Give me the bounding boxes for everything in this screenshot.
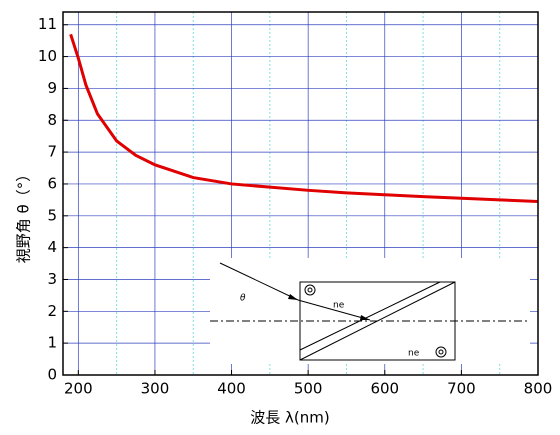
y-tick-label: 9	[47, 79, 57, 97]
inset-background	[210, 258, 530, 364]
x-tick-label: 600	[370, 380, 399, 398]
inset-label: ne	[333, 301, 345, 311]
interface	[299, 281, 456, 361]
x-tick-label: 400	[217, 380, 246, 398]
y-tick-label: 4	[47, 238, 57, 256]
polarization-icon	[435, 346, 447, 358]
refracted-ray	[297, 299, 371, 321]
crystal-box	[299, 281, 456, 361]
y-tick-label: 2	[47, 302, 57, 320]
plot-frame	[62, 11, 539, 376]
y-tick-label: 6	[47, 174, 57, 192]
x-tick-label: 700	[447, 380, 476, 398]
polarization-icon	[307, 287, 313, 293]
polarization-icon	[304, 284, 316, 296]
y-axis-title: 視野角 θ（°）	[15, 167, 33, 263]
y-tick-label: 1	[47, 334, 57, 352]
data-line	[69, 33, 539, 203]
incident-ray	[219, 262, 299, 301]
x-axis-title: 波長 λ(nm)	[250, 409, 329, 427]
y-tick-label: 0	[47, 366, 57, 384]
y-tick-label: 3	[47, 270, 57, 288]
arrow-head	[288, 294, 298, 300]
y-tick-label: 10	[38, 47, 57, 65]
inset-label: ne	[408, 349, 420, 359]
x-tick-label: 300	[141, 380, 170, 398]
x-tick-label: 800	[524, 380, 553, 398]
y-tick-label: 8	[47, 111, 57, 129]
arrow-head	[360, 315, 370, 320]
x-tick-label: 500	[294, 380, 323, 398]
y-tick-label: 5	[47, 206, 57, 224]
y-tick-label: 11	[38, 15, 57, 33]
inset-label: θ	[240, 294, 246, 304]
y-tick-label: 7	[47, 143, 57, 161]
x-tick-label: 200	[64, 380, 93, 398]
polarization-icon	[438, 349, 444, 355]
interface	[299, 281, 441, 351]
